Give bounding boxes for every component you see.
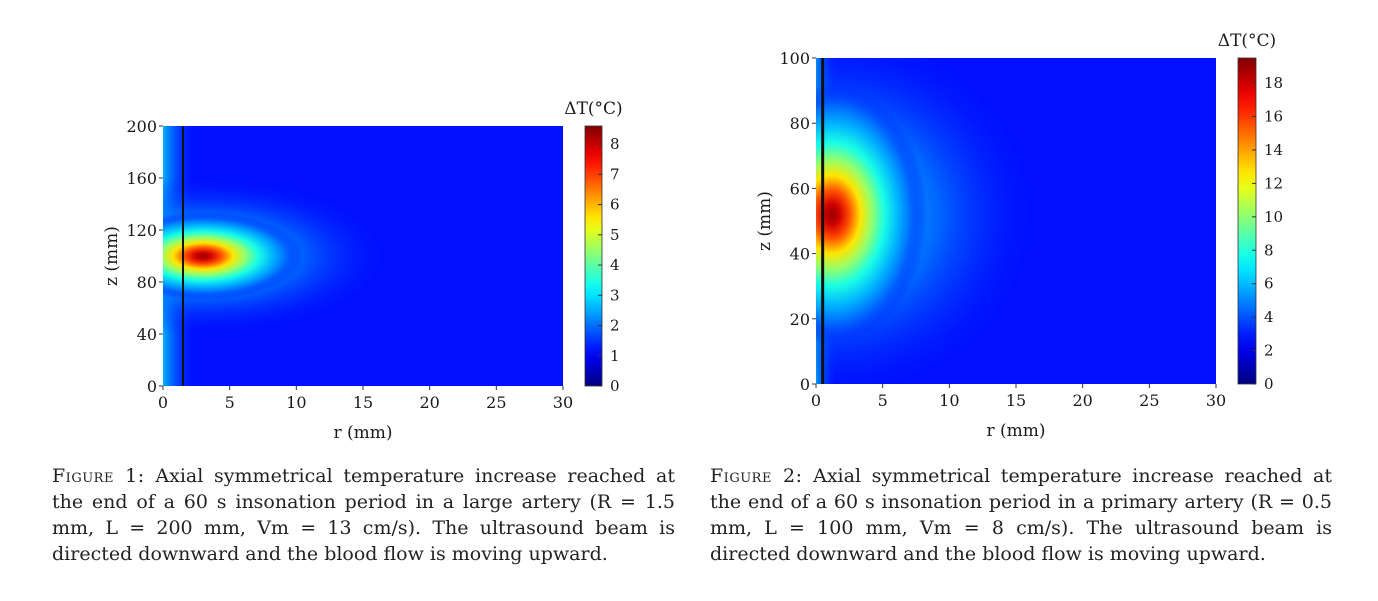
figure-2-heat-peak <box>816 58 1216 384</box>
figure-1-colorbar-tick-label: 6 <box>610 196 620 214</box>
figure-2-y-axis-label: z (mm) <box>755 191 775 251</box>
figure-1-colorbar-tick-label: 0 <box>610 377 620 395</box>
figure-1-y-tick-label: 200 <box>126 117 157 136</box>
figure-2-y-tick-label: 80 <box>790 114 810 133</box>
figure-2-x-tick-label: 30 <box>1206 391 1226 410</box>
figure-1-x-tick-label: 15 <box>353 393 373 412</box>
figure-2-heatmap <box>816 58 1216 384</box>
figure-1-colorbar-tick-label: 8 <box>610 135 620 153</box>
figure-1-colorbar-tick-label: 5 <box>610 226 620 244</box>
figure-2-caption-label: Figure 2: <box>710 465 803 487</box>
figure-1-colorbar-tick-label: 4 <box>610 256 620 274</box>
figure-2-colorbar-tick-label: 18 <box>1264 74 1283 92</box>
figure-2-colorbar-tick-label: 4 <box>1264 308 1274 326</box>
figure-2-chart: 0 5 10 15 20 25 30 0 20 40 60 80 100 r (mm) z (mm) 0 2 4 6… <box>755 31 1283 441</box>
figure-1-colorbar-tick-label: 7 <box>610 165 620 183</box>
figure-1-x-tick-label: 25 <box>486 393 506 412</box>
figure-1-y-tick-label: 120 <box>126 221 157 240</box>
figure-2-y-tick-label: 100 <box>779 49 810 68</box>
figure-1-caption-text: Axial symmetrical temperature increase r… <box>52 465 675 565</box>
figure-2: 0 5 10 15 20 25 30 0 20 40 60 80 100 r (mm) z (mm) 0 2 4 6… <box>690 0 1378 601</box>
figure-1-x-axis-label: r (mm) <box>333 423 392 443</box>
figure-1-y-tick-label: 40 <box>137 325 157 344</box>
figure-2-y-tick-label: 0 <box>800 375 810 394</box>
figure-2-colorbar <box>1237 57 1257 385</box>
figure-1-x-tick-label: 10 <box>286 393 306 412</box>
figure-2-colorbar-tick-label: 6 <box>1264 275 1274 293</box>
figure-2-caption-text: Axial symmetrical temperature increase r… <box>710 465 1332 565</box>
figure-2-y-tick-label: 60 <box>790 179 810 198</box>
figure-2-colorbar-tick-label: 16 <box>1264 108 1283 126</box>
figure-2-x-axis-label: r (mm) <box>986 421 1045 441</box>
figure-1-colorbar-tick-label: 2 <box>610 317 620 335</box>
figure-1-x-tick-label: 20 <box>419 393 439 412</box>
figure-1-x-tick-label: 5 <box>225 393 235 412</box>
figure-1-y-tick-label: 0 <box>147 377 157 396</box>
figure-1-y-tick-label: 160 <box>126 169 157 188</box>
figure-1-y-axis-label: z (mm) <box>102 226 122 286</box>
figure-2-caption: Figure 2: Axial symmetrical temperature … <box>710 463 1332 567</box>
figure-2-x-tick-label: 15 <box>1006 391 1026 410</box>
figure-2-x-tick-label: 10 <box>939 391 959 410</box>
figure-2-colorbar-tick-label: 0 <box>1264 375 1274 393</box>
figure-1-y-tick-label: 80 <box>137 273 157 292</box>
figure-2-x-tick-label: 5 <box>878 391 888 410</box>
figure-1: 0 5 10 15 20 25 30 0 40 80 120 160 200 r (mm) z (mm) 0 1… <box>52 99 675 567</box>
figure-2-x-tick-label: 20 <box>1072 391 1092 410</box>
figure-1-colorbar-tick-label: 1 <box>610 347 620 365</box>
figure-1-heatmap <box>163 126 563 386</box>
figure-2-colorbar-label: ΔT(°C) <box>1218 31 1276 51</box>
figure-2-colorbar-tick-label: 8 <box>1264 241 1274 259</box>
figure-2-y-tick-label: 40 <box>790 245 810 264</box>
figure-1-colorbar <box>584 125 603 387</box>
figure-1-x-tick-label: 0 <box>158 393 168 412</box>
figure-1-heat-peak <box>163 126 563 386</box>
figure-1-x-tick-label: 30 <box>553 393 573 412</box>
figure-1-caption-label: Figure 1: <box>52 465 145 487</box>
figure-2-colorbar-tick-label: 12 <box>1264 174 1283 192</box>
figure-2-x-tick-label: 25 <box>1139 391 1159 410</box>
figure-2-y-tick-label: 20 <box>790 310 810 329</box>
figure-2-x-tick-label: 0 <box>811 391 821 410</box>
figure-1-colorbar-tick-label: 3 <box>610 286 620 304</box>
figure-2-colorbar-tick-label: 2 <box>1264 342 1274 360</box>
figure-1-caption: Figure 1: Axial symmetrical temperature … <box>52 463 675 567</box>
figure-2-colorbar-tick-label: 10 <box>1264 208 1283 226</box>
figure-2-colorbar-tick-label: 14 <box>1264 141 1283 159</box>
figure-1-colorbar-label: ΔT(°C) <box>564 99 622 119</box>
